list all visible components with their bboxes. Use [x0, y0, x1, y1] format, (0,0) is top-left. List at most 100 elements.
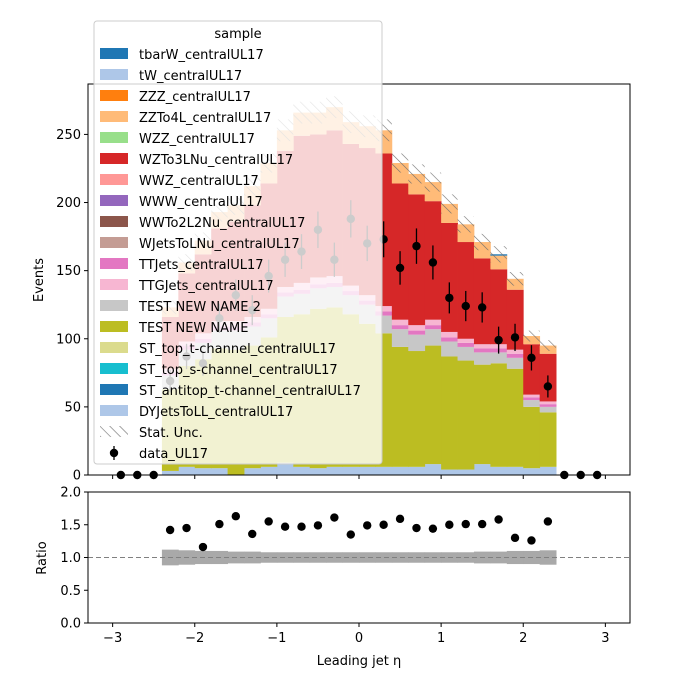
stack-bar: [473, 348, 491, 353]
stack-bar: [408, 334, 426, 352]
stack-bar: [293, 466, 311, 475]
stack-bar: [391, 329, 409, 347]
main-x-ticks: [112, 475, 606, 479]
stack-bar: [391, 346, 409, 467]
data-point: [527, 353, 536, 363]
y-tick-label: 1.0: [60, 551, 81, 566]
stat-unc-bin: [441, 194, 458, 214]
stack-bar: [424, 345, 442, 465]
ratio-point: [445, 520, 454, 529]
stack-bar: [391, 466, 409, 475]
stack-bar: [408, 351, 426, 467]
legend-swatch: [100, 321, 128, 332]
x-tick-label: 0: [355, 631, 363, 646]
stack-bar: [194, 468, 212, 475]
legend-swatch: [100, 48, 128, 59]
stack-bar: [408, 325, 426, 331]
y-tick-label: 2.0: [60, 486, 81, 501]
ratio-point: [231, 512, 241, 521]
stack-bar: [391, 325, 409, 330]
ratio-point: [280, 522, 290, 531]
stack-bar: [523, 468, 541, 475]
legend-label: WWTo2L2Nu_centralUL17: [139, 216, 305, 231]
stack-bar: [359, 466, 376, 475]
data-point: [494, 335, 503, 345]
ratio-point: [510, 533, 520, 543]
legend-swatch: [100, 363, 128, 374]
stack-bar: [506, 368, 524, 467]
legend-swatch: [100, 279, 128, 290]
stack-bar: [424, 325, 442, 330]
x-axis-label: Leading jet η: [317, 654, 402, 669]
stat-unc-bin: [539, 340, 557, 352]
stack-bar: [457, 338, 475, 343]
ratio-panel: −3 −2 −1 0 1 2 3 0.0 0.5 1.0 1.5 2.0 Ratio Leading…: [35, 486, 631, 669]
legend-label: WWZ_centralUL17: [139, 174, 259, 189]
stack-bar: [473, 464, 491, 475]
stat-unc-bin: [473, 233, 491, 251]
stat-unc-bin: [506, 272, 524, 286]
ratio-point: [215, 519, 224, 529]
legend-swatch: [100, 111, 128, 122]
ratio-points: [165, 512, 553, 552]
stack-bar: [441, 341, 458, 357]
legend-swatch: [100, 405, 128, 416]
main-y-ticks: 0 50 100 150 200 250: [56, 128, 88, 484]
legend-swatch: [100, 237, 128, 248]
legend-label: ZZZ_centralUL17: [139, 90, 251, 105]
y-tick-label: 150: [56, 264, 81, 279]
stack-bar: [178, 466, 196, 475]
stat-unc-bin: [391, 153, 409, 173]
ratio-band-bin: [276, 552, 294, 563]
x-tick-label: 3: [601, 631, 609, 646]
stack-bar: [441, 331, 458, 338]
legend-swatch-hatch: [100, 426, 128, 437]
ratio-point: [395, 514, 405, 524]
stack-bar: [523, 406, 541, 469]
stat-unc-bin: [457, 216, 474, 233]
ratio-point: [264, 517, 273, 526]
stack-bar: [539, 466, 557, 475]
main-y-axis-label: Events: [32, 258, 47, 302]
ratio-point: [313, 521, 323, 530]
ratio-point: [330, 513, 339, 522]
data-point: [428, 258, 438, 267]
legend-swatch: [100, 216, 128, 227]
stack-bar: [424, 319, 442, 326]
ratio-point: [198, 542, 208, 552]
legend: sample tbarW_centralUL17 tW_centralUL17 ZZ…: [93, 20, 383, 465]
stack-bar: [506, 466, 524, 475]
stat-unc-bin: [408, 164, 425, 184]
ratio-point: [165, 525, 175, 535]
stack-bar: [408, 330, 426, 335]
stack-bar: [391, 319, 409, 326]
x-tick-label: −2: [185, 631, 204, 646]
x-tick-label: 2: [519, 631, 527, 646]
data-point: [395, 263, 405, 273]
ratio-point: [527, 536, 536, 545]
ratio-y-axis-label: Ratio: [35, 541, 50, 574]
stack-bar: [523, 397, 541, 401]
legend-swatch: [100, 174, 128, 185]
ratio-point: [461, 519, 470, 529]
stack-bar: [276, 462, 294, 475]
y-tick-label: 50: [64, 400, 81, 415]
ratio-band-bin: [342, 552, 360, 563]
stack-bar: [523, 400, 541, 407]
ratio-point: [494, 515, 503, 524]
stack-bar: [539, 404, 557, 407]
legend-label: TTGJets_centralUL17: [138, 279, 274, 294]
stack-bar: [326, 466, 343, 475]
y-tick-label: 0.5: [60, 584, 81, 599]
legend-items: tbarW_centralUL17 tW_centralUL17 ZZZ_centr…: [100, 48, 361, 462]
stack-bar: [457, 342, 475, 347]
legend-label: tW_centralUL17: [139, 69, 242, 84]
ratio-point: [248, 529, 257, 539]
data-point: [461, 301, 470, 311]
stack-bar: [457, 242, 475, 339]
stack-bar: [441, 356, 458, 470]
stack-bar: [342, 466, 360, 475]
stack-bar: [457, 469, 475, 475]
stack-bar: [506, 353, 524, 358]
